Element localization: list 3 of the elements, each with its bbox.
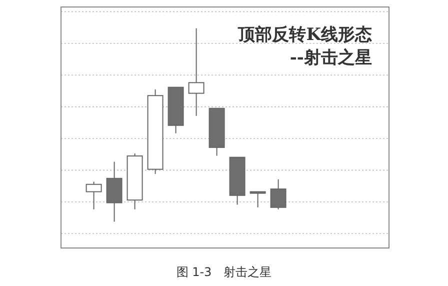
- text: --射击之星: [290, 48, 372, 68]
- caption: 图 1-3 射击之星: [176, 265, 272, 279]
- chart-title: 顶部反转K线形态: [237, 25, 372, 45]
